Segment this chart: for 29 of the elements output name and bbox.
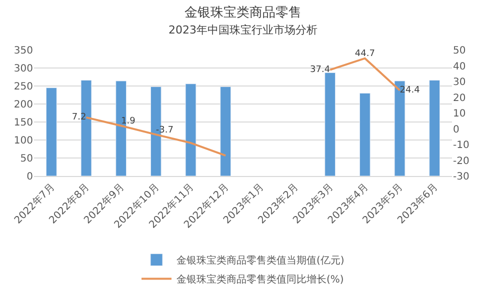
y2-tick-label: 20 (453, 92, 466, 104)
y2-tick-label: -20 (453, 156, 470, 167)
legend-label: 金银珠宝类商品零售类值当期值(亿元) (176, 254, 344, 267)
y-tick-label: 200 (14, 100, 33, 110)
bar (324, 72, 336, 176)
y2-tick-label: 30 (453, 77, 466, 88)
y2-tick-label: -30 (453, 172, 470, 182)
y2-tick-label: 10 (453, 108, 466, 120)
y2-tick-label: -10 (453, 140, 470, 151)
legend-label: 金银珠宝类商品零售类值同比增长(%) (176, 274, 344, 286)
y-tick-label: 50 (20, 154, 33, 164)
data-label: 37.4 (310, 65, 330, 76)
y-tick-label: 0 (26, 172, 33, 182)
chart-subtitle: 2023年中国珠宝行业市场分析 (168, 24, 318, 37)
y-tick-label: 150 (14, 118, 33, 128)
y-tick-label: 100 (14, 136, 33, 146)
bar (220, 86, 232, 176)
y2-tick-label: 40 (453, 61, 466, 72)
y-tick-label: 300 (14, 64, 33, 74)
bar (359, 92, 370, 176)
y2-tick-label: 50 (453, 46, 466, 56)
chart-title: 金银珠宝类商品零售 (184, 4, 302, 21)
y-tick-label: 250 (14, 82, 33, 92)
y2-tick-label: 0 (453, 124, 460, 136)
bar (429, 80, 440, 176)
bar (46, 88, 57, 176)
data-label: 44.7 (354, 49, 375, 60)
bar (185, 84, 196, 176)
y-tick-label: 350 (14, 46, 33, 56)
